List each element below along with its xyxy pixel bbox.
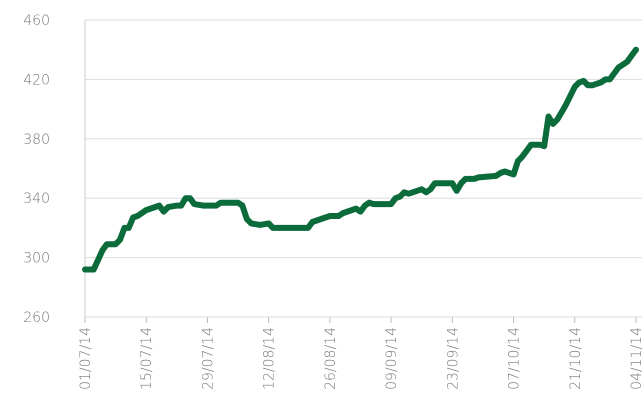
y-tick-label: 260 — [23, 310, 50, 326]
y-tick-label: 420 — [23, 72, 50, 88]
x-tick-label: 23/09/14 — [445, 327, 461, 390]
x-tick-label: 09/09/14 — [384, 327, 400, 390]
x-tick-label: 04/11/14 — [629, 327, 642, 390]
y-tick-label: 300 — [23, 251, 50, 267]
y-tick-label: 340 — [23, 191, 50, 207]
x-tick-label: 26/08/14 — [323, 327, 339, 390]
x-tick-label: 15/07/14 — [139, 327, 155, 390]
y-tick-label: 380 — [23, 132, 50, 148]
x-tick-label: 21/10/14 — [568, 327, 584, 390]
x-tick-label: 01/07/14 — [78, 327, 94, 390]
x-tick-label: 29/07/14 — [200, 327, 216, 390]
data-line — [82, 46, 639, 273]
x-tick-label: 07/10/14 — [507, 327, 523, 390]
x-tick-label: 12/08/14 — [262, 327, 278, 390]
y-tick-label: 460 — [23, 13, 50, 29]
